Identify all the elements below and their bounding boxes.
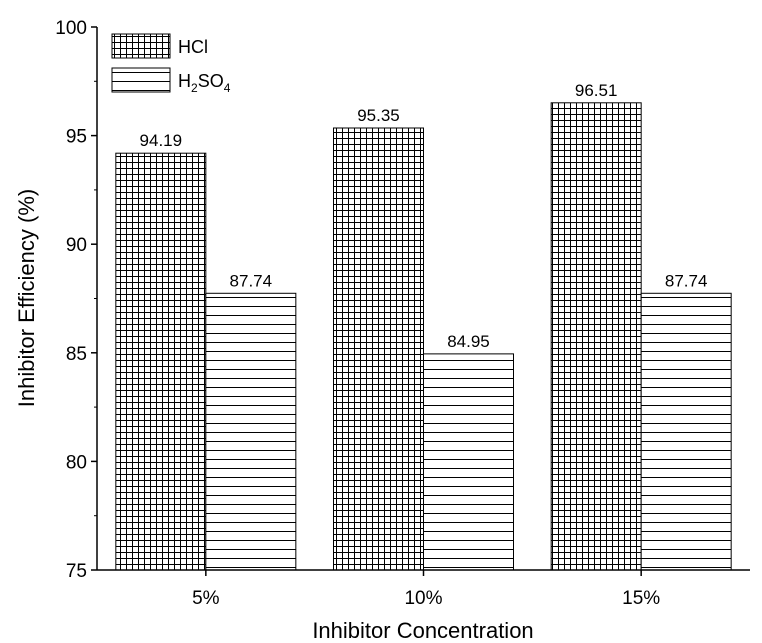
y-ticks: 75 80 85 90 95 100	[55, 18, 97, 582]
legend-swatch-h2so4	[111, 67, 171, 93]
legend-label-h2so4: H2SO4	[178, 71, 231, 95]
bar-hcl-15	[550, 102, 642, 571]
y-axis-title: Inhibitor Efficiency (%)	[14, 189, 39, 407]
bar-h2so4-15	[640, 292, 732, 571]
legend: HCl H2SO4	[111, 33, 231, 95]
data-label-h2so4-15: 87.74	[665, 271, 708, 290]
legend-label-hcl: HCl	[178, 37, 208, 57]
data-label-hcl-10: 95.35	[357, 106, 400, 125]
y-tick-label-100: 100	[55, 18, 87, 39]
y-tick-label-80: 80	[66, 452, 87, 473]
x-tick-label-15: 15%	[622, 588, 660, 609]
x-axis-title: Inhibitor Concentration	[312, 618, 533, 643]
bar-hcl-10	[333, 127, 424, 571]
y-tick-label-75: 75	[66, 561, 87, 582]
data-label-hcl-15: 96.51	[575, 81, 618, 100]
bar-hcl-5	[115, 152, 207, 571]
legend-h2so4-part-h: H	[178, 71, 191, 91]
y-tick-label-85: 85	[66, 344, 87, 365]
x-tick-label-5: 5%	[192, 588, 220, 609]
bars-layer	[115, 102, 732, 571]
y-tick-label-95: 95	[66, 127, 87, 148]
x-ticks: 5% 10% 15%	[192, 570, 660, 609]
legend-swatch-hcl	[111, 33, 171, 59]
x-tick-label-10: 10%	[404, 588, 442, 609]
data-labels-layer: 94.19 87.74 95.35 84.95 96.51 87.74	[140, 81, 708, 351]
legend-h2so4-part-so: SO	[198, 71, 224, 91]
bar-h2so4-5	[205, 292, 297, 571]
data-label-hcl-5: 94.19	[140, 131, 183, 150]
legend-h2so4-sub-4: 4	[224, 81, 231, 95]
legend-h2so4-sub-2: 2	[191, 81, 198, 95]
data-label-h2so4-5: 87.74	[230, 271, 273, 290]
data-label-h2so4-10: 84.95	[447, 332, 490, 351]
bar-h2so4-10	[423, 353, 514, 571]
y-tick-label-90: 90	[66, 235, 87, 256]
